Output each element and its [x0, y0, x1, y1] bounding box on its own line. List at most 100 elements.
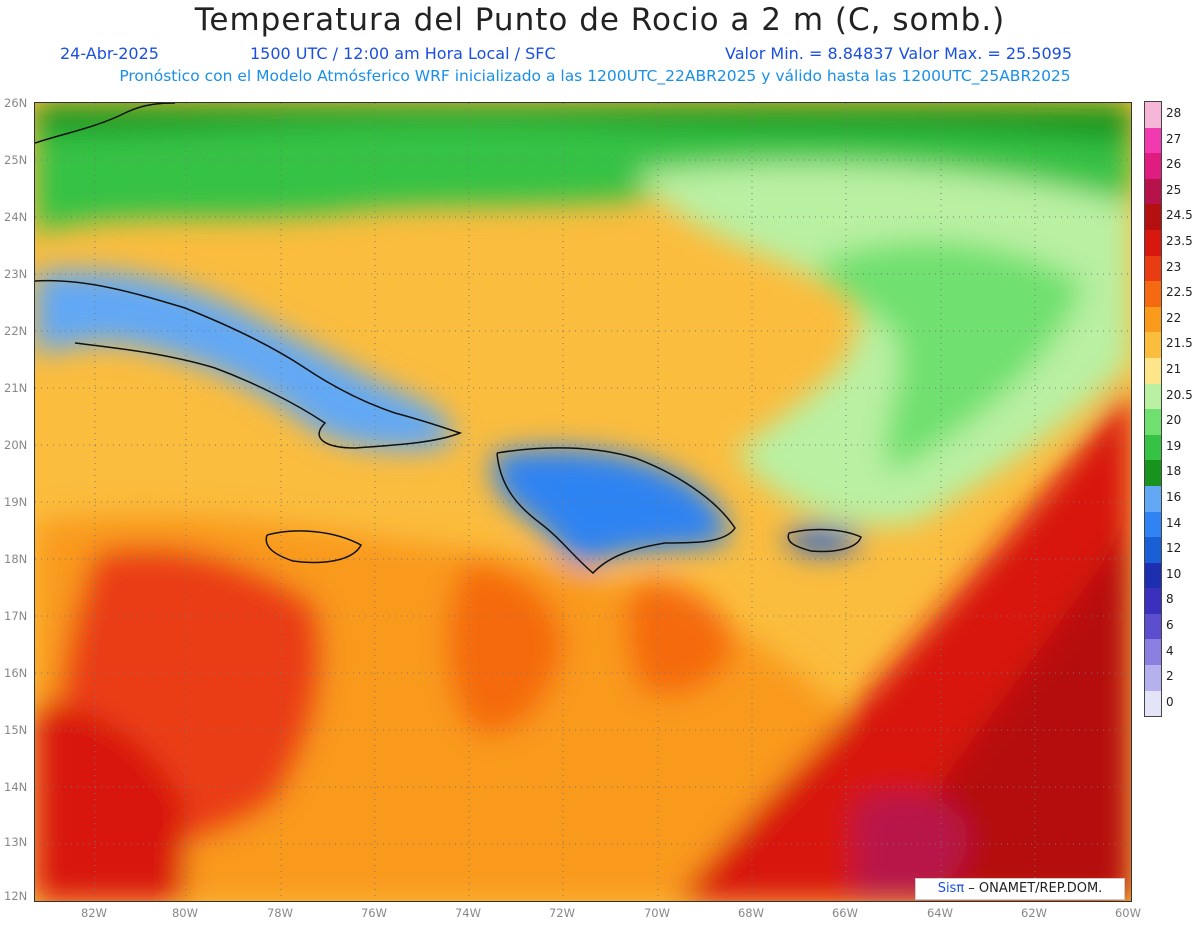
field-ne-green: [815, 241, 1085, 473]
lon-label: 78W: [266, 906, 293, 920]
color-legend-label: 23: [1166, 259, 1182, 274]
color-legend-swatch: [1145, 255, 1161, 282]
color-legend-swatch: [1145, 229, 1161, 256]
color-legend-label: 25: [1166, 182, 1182, 197]
color-legend-label: 21: [1166, 362, 1182, 376]
color-legend-swatch: [1145, 102, 1161, 128]
graticule: [35, 103, 1131, 901]
logo-text: – ONAMET/REP.DOM.: [964, 881, 1103, 896]
lon-label: 68W: [737, 906, 764, 920]
lat-label: 20N: [4, 438, 28, 452]
color-legend-label: 22: [1166, 310, 1182, 325]
color-legend-swatch: [1145, 153, 1161, 179]
lon-label: 74W: [454, 906, 481, 920]
color-legend-swatch: [1145, 306, 1161, 333]
logo-brand: Sisπ: [937, 881, 965, 896]
color-legend-swatch: [1145, 281, 1161, 307]
lat-label: 15N: [4, 723, 28, 737]
color-legend-label: 28: [1166, 106, 1182, 120]
lat-label: 12N: [4, 889, 28, 903]
color-legend-label: 19: [1166, 438, 1182, 453]
lat-label: 13N: [4, 835, 28, 849]
color-legend-label: 8: [1166, 592, 1174, 607]
color-legend-swatch: [1145, 665, 1161, 691]
lat-label: 22N: [4, 324, 28, 338]
color-legend-label: 24.5: [1166, 208, 1193, 223]
coastlines: [35, 103, 862, 575]
lat-label: 26N: [4, 96, 28, 110]
field-central-orange2: [626, 581, 735, 696]
lat-label: 16N: [4, 666, 28, 680]
forecast-date: 24-Abr-2025: [60, 44, 159, 63]
lon-label: 64W: [926, 906, 953, 920]
color-legend-swatch: [1145, 511, 1161, 538]
color-legend-label: 21.5: [1166, 336, 1193, 351]
field-se-magenta: [855, 792, 967, 901]
forecast-time: 1500 UTC / 12:00 am Hora Local / SFC: [250, 44, 556, 63]
lat-label: 17N: [4, 609, 28, 623]
coast-jamaica: [265, 530, 362, 564]
coast-puertorico: [787, 528, 862, 553]
color-legend-label: 20.5: [1166, 387, 1193, 402]
color-legend-label: 18: [1166, 464, 1182, 479]
color-legend-label: 16: [1166, 490, 1182, 504]
color-legend-label: 12: [1166, 541, 1182, 556]
coast-cuba: [35, 279, 463, 449]
color-legend-swatch: [1145, 690, 1161, 717]
lon-label: 80W: [171, 906, 198, 920]
color-legend-swatch: [1145, 332, 1161, 358]
lat-label: 23N: [4, 267, 28, 281]
min-max-values: Valor Min. = 8.84837 Valor Max. = 25.509…: [725, 44, 1073, 63]
color-legend-label: 4: [1166, 643, 1174, 658]
lon-label: 72W: [548, 906, 575, 920]
color-legend-label: 2: [1166, 669, 1174, 684]
lat-label: 18N: [4, 552, 28, 566]
color-legend-swatch: [1145, 434, 1161, 461]
lat-label: 19N: [4, 495, 28, 509]
field-cuba: [35, 270, 454, 450]
lon-label: 70W: [643, 906, 670, 920]
dewpoint-map: [34, 102, 1132, 902]
color-legend-swatch: [1145, 460, 1161, 486]
field-north-green: [35, 103, 1131, 233]
lon-label: 60W: [1114, 906, 1141, 920]
color-legend-swatch: [1145, 383, 1161, 410]
lon-label: 82W: [80, 906, 107, 920]
lon-label: 62W: [1020, 906, 1047, 920]
color-legend-label: 0: [1166, 694, 1174, 709]
lat-label: 14N: [4, 780, 28, 794]
color-legend-label: 26: [1166, 157, 1182, 172]
color-legend-label: 27: [1166, 131, 1182, 146]
lon-label: 76W: [360, 906, 387, 920]
color-legend-swatch: [1145, 588, 1161, 614]
color-legend-label: 14: [1166, 515, 1182, 530]
field-sw-red2: [35, 703, 185, 901]
field-central-orange: [446, 563, 565, 735]
color-legend-label: 6: [1166, 618, 1174, 632]
color-legend-swatch: [1145, 562, 1161, 589]
lat-label: 25N: [4, 153, 28, 167]
color-legend-swatch: [1145, 357, 1161, 384]
color-legend-swatch: [1145, 639, 1161, 666]
color-legend-swatch: [1145, 537, 1161, 563]
color-legend-swatch: [1145, 178, 1161, 205]
field-hispaniola: [492, 448, 728, 565]
color-legend-swatch: [1145, 127, 1161, 154]
field-puertorico: [786, 527, 863, 554]
model-description: Pronóstico con el Modelo Atmósferico WRF…: [119, 67, 1071, 85]
map-title: Temperatura del Punto de Rocio a 2 m (C,…: [194, 2, 1006, 38]
field-north-darkgreen: [35, 103, 1131, 143]
color-legend-swatch: [1145, 485, 1161, 512]
coast-hispaniola: [496, 447, 736, 575]
color-legend-swatch: [1145, 204, 1161, 230]
color-legend-label: 22.5: [1166, 285, 1193, 300]
lat-label: 24N: [4, 210, 28, 224]
logo-badge: Sisπ – ONAMET/REP.DOM.: [915, 878, 1125, 900]
lat-label: 21N: [4, 381, 28, 395]
color-legend-label: 10: [1166, 566, 1182, 581]
coast-florida: [35, 103, 176, 144]
color-legend-label: 23.5: [1166, 234, 1193, 248]
color-legend-swatch: [1145, 613, 1161, 640]
lon-label: 66W: [831, 906, 858, 920]
color-legend-label: 20: [1166, 413, 1182, 428]
